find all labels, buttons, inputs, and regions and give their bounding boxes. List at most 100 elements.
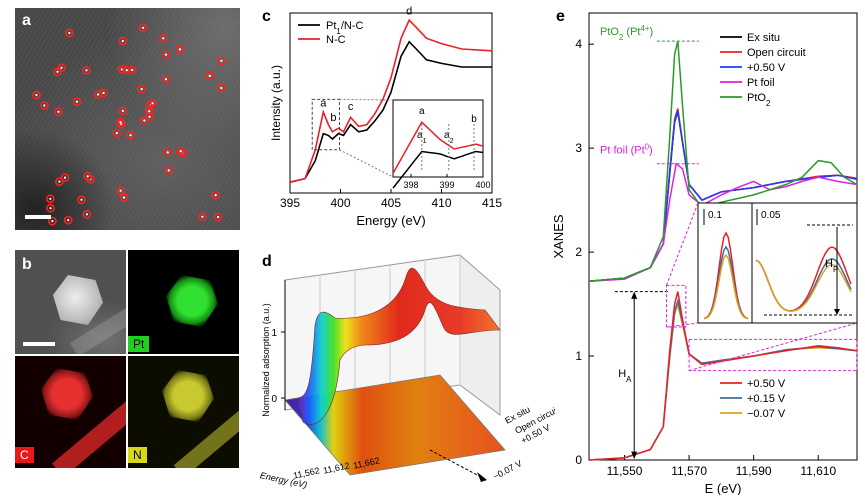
atom-marker [163,147,173,157]
lower-series-line [588,291,858,461]
c-map-particle [41,368,93,420]
atom-core [85,213,89,216]
stem-image-a [15,8,240,230]
inset-peak-line [703,253,749,320]
c-map [15,356,126,468]
atom-core [148,110,151,113]
pto2-annotation: PtO2 (Pt4+) [600,24,653,42]
atom-marker [116,186,125,196]
atom-marker [93,90,103,99]
atom-core [125,69,128,72]
zoom-box-tail [688,338,858,372]
atom-marker [116,117,125,127]
text-part: P [833,265,838,274]
atom-core [119,121,122,124]
text-part: +0.50 V [747,62,786,74]
atom-marker [122,65,132,75]
atom-core [56,70,59,73]
atom-core [129,134,132,137]
inset-label-a: a [419,106,425,117]
atom-marker [216,56,226,66]
atom-core [164,53,168,56]
text-part: 2 [766,99,770,108]
atom-core [121,39,124,43]
inset-tick-label: 399 [439,180,454,190]
atom-marker [175,45,185,54]
legend-label: Open circuit [747,47,806,59]
text-part: a [444,130,450,141]
inset-connector [339,98,394,101]
ptfoil-annotation: Pt foil (Pt0) [600,142,653,157]
single-atom-markers [31,23,226,226]
atom-core [122,196,126,199]
atom-core [67,219,70,222]
atom-marker [138,23,148,33]
atom-core [58,180,61,183]
atom-core [60,66,63,69]
z-tick-label: 1 [271,328,277,339]
inset-tick-label: 398 [403,180,418,190]
atom-core [167,169,170,172]
text-part: PtO [600,26,619,38]
atom-core [119,189,122,192]
legend-label: N-C [326,34,346,46]
inset-hump-line [755,259,852,312]
legend-label: Pt foil [747,77,775,89]
atom-marker [72,97,82,107]
atom-marker [48,216,57,226]
haadf-image-b [15,250,126,354]
atom-marker [178,149,188,158]
inset-scale-label: 0.1 [708,210,722,221]
text-part: PtO [747,92,766,104]
atom-core [75,100,79,103]
text-part: ) [650,26,654,38]
y-axis-label: XANES [551,214,566,258]
text-part: 1 [336,27,341,36]
text-part: 0 [645,142,650,151]
y-tick-label: 3 [575,141,582,155]
atom-marker [55,177,64,186]
atom-marker [118,106,128,116]
text-part: Pt foil (Pt [600,145,645,157]
inset-series-line [392,150,484,189]
ha-arrowhead [631,291,638,299]
atom-marker [158,33,168,43]
atom-marker [205,71,215,81]
atom-core [49,197,52,200]
atom-core [68,31,71,35]
peak-label-b: b [330,112,336,124]
atom-core [151,102,154,105]
text-part: Pt foil [747,77,775,89]
text-part: N-C [326,34,346,46]
scale-bar-b [23,342,55,346]
inset-connector [666,322,699,328]
atom-core [142,26,145,29]
x-tick-label: 11,590 [736,464,772,478]
pt-map [128,250,239,354]
series-line-pt1nc [289,40,492,183]
atom-marker [117,65,127,74]
upper-series-line [588,162,858,282]
condition-arrow [477,472,487,482]
pt-map-tag: Pt [128,336,150,352]
inset-label-a1: a1 [417,130,427,145]
legend-label: +0.50 V [747,62,786,74]
inset-connector [688,322,858,372]
atom-core [140,88,143,91]
x-tick-label: 11,610 [800,464,836,478]
atom-core [85,69,88,72]
legend-label: Ex situ [747,32,780,44]
atom-core [35,93,38,97]
text-part: Open circuit [747,47,806,59]
text-part: 4+ [640,24,649,33]
atom-marker [31,90,41,100]
nanoparticle [53,275,103,325]
atom-marker [45,194,55,204]
text-part: a [417,130,423,141]
atom-core [162,37,165,40]
legend-label: +0.50 V [747,378,786,390]
atom-marker [119,193,129,202]
atom-core [131,68,134,72]
z-tick-label: 0 [271,394,277,405]
panel-label-d: d [262,253,272,270]
